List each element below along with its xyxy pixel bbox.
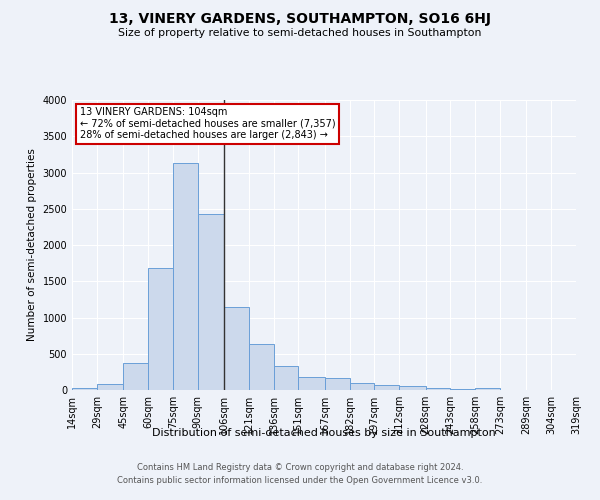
Text: Contains HM Land Registry data © Crown copyright and database right 2024.: Contains HM Land Registry data © Crown c… — [137, 464, 463, 472]
Text: Distribution of semi-detached houses by size in Southampton: Distribution of semi-detached houses by … — [152, 428, 496, 438]
Text: Size of property relative to semi-detached houses in Southampton: Size of property relative to semi-detach… — [118, 28, 482, 38]
Bar — [197, 214, 224, 390]
Bar — [148, 268, 173, 390]
Bar — [274, 366, 298, 390]
Bar — [350, 383, 374, 390]
Text: 13, VINERY GARDENS, SOUTHAMPTON, SO16 6HJ: 13, VINERY GARDENS, SOUTHAMPTON, SO16 6H… — [109, 12, 491, 26]
Bar — [123, 363, 148, 390]
Bar — [475, 388, 500, 390]
Bar — [97, 384, 123, 390]
Bar — [72, 388, 97, 390]
Bar — [325, 378, 350, 390]
Y-axis label: Number of semi-detached properties: Number of semi-detached properties — [27, 148, 37, 342]
Bar — [298, 378, 325, 390]
Bar — [173, 163, 197, 390]
Text: 13 VINERY GARDENS: 104sqm
← 72% of semi-detached houses are smaller (7,357)
28% : 13 VINERY GARDENS: 104sqm ← 72% of semi-… — [80, 108, 335, 140]
Bar — [374, 386, 399, 390]
Bar — [249, 344, 274, 390]
Bar — [399, 386, 425, 390]
Text: Contains public sector information licensed under the Open Government Licence v3: Contains public sector information licen… — [118, 476, 482, 485]
Bar — [425, 388, 451, 390]
Bar — [451, 389, 475, 390]
Bar — [224, 307, 249, 390]
